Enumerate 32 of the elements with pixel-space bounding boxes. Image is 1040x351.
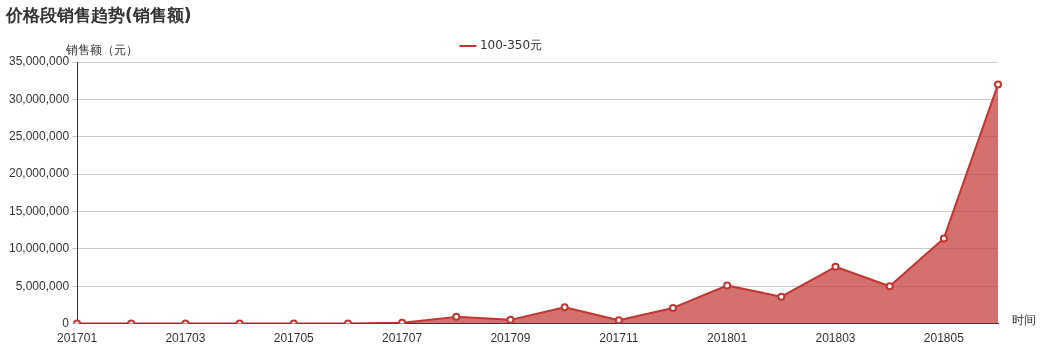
point: [831, 262, 840, 271]
point: [777, 292, 786, 301]
point: [452, 312, 461, 321]
point: [939, 234, 948, 243]
x-tick-label: 201711: [599, 331, 639, 346]
x-tick-label: 201801: [707, 331, 748, 346]
x-tick-label: 201805: [923, 331, 965, 346]
x-tick-label: 201707: [382, 331, 423, 346]
y-tick-label: 0: [62, 315, 70, 330]
x-tick-label: 201803: [815, 331, 856, 346]
point: [560, 303, 569, 312]
y-tick-label: 30,000,000: [9, 91, 70, 106]
y-tick-label: 25,000,000: [9, 129, 70, 144]
point: [723, 281, 732, 290]
point: [614, 316, 623, 324]
y-tick-label: 5,000,000: [15, 278, 70, 293]
point: [994, 80, 1002, 89]
x-tick-label: 201709: [490, 331, 531, 346]
legend-label: 100-350元: [479, 38, 543, 53]
y-axis-title: 销售额（元）: [66, 42, 138, 57]
x-tick-label: 201703: [165, 331, 206, 346]
x-tick-label: 201701: [57, 331, 98, 346]
x-axis-title: 时间: [1012, 312, 1036, 329]
chart-title: 价格段销售趋势(销售额): [6, 4, 192, 27]
y-tick-label: 10,000,000: [9, 241, 70, 256]
y-tick-label: 20,000,000: [9, 166, 70, 181]
y-tick-label: 35,000,000: [9, 54, 70, 69]
point: [885, 282, 894, 291]
point: [506, 315, 515, 324]
point: [668, 303, 677, 312]
x-tick-label: 201705: [273, 331, 315, 346]
y-tick-label: 15,000,000: [9, 203, 70, 218]
